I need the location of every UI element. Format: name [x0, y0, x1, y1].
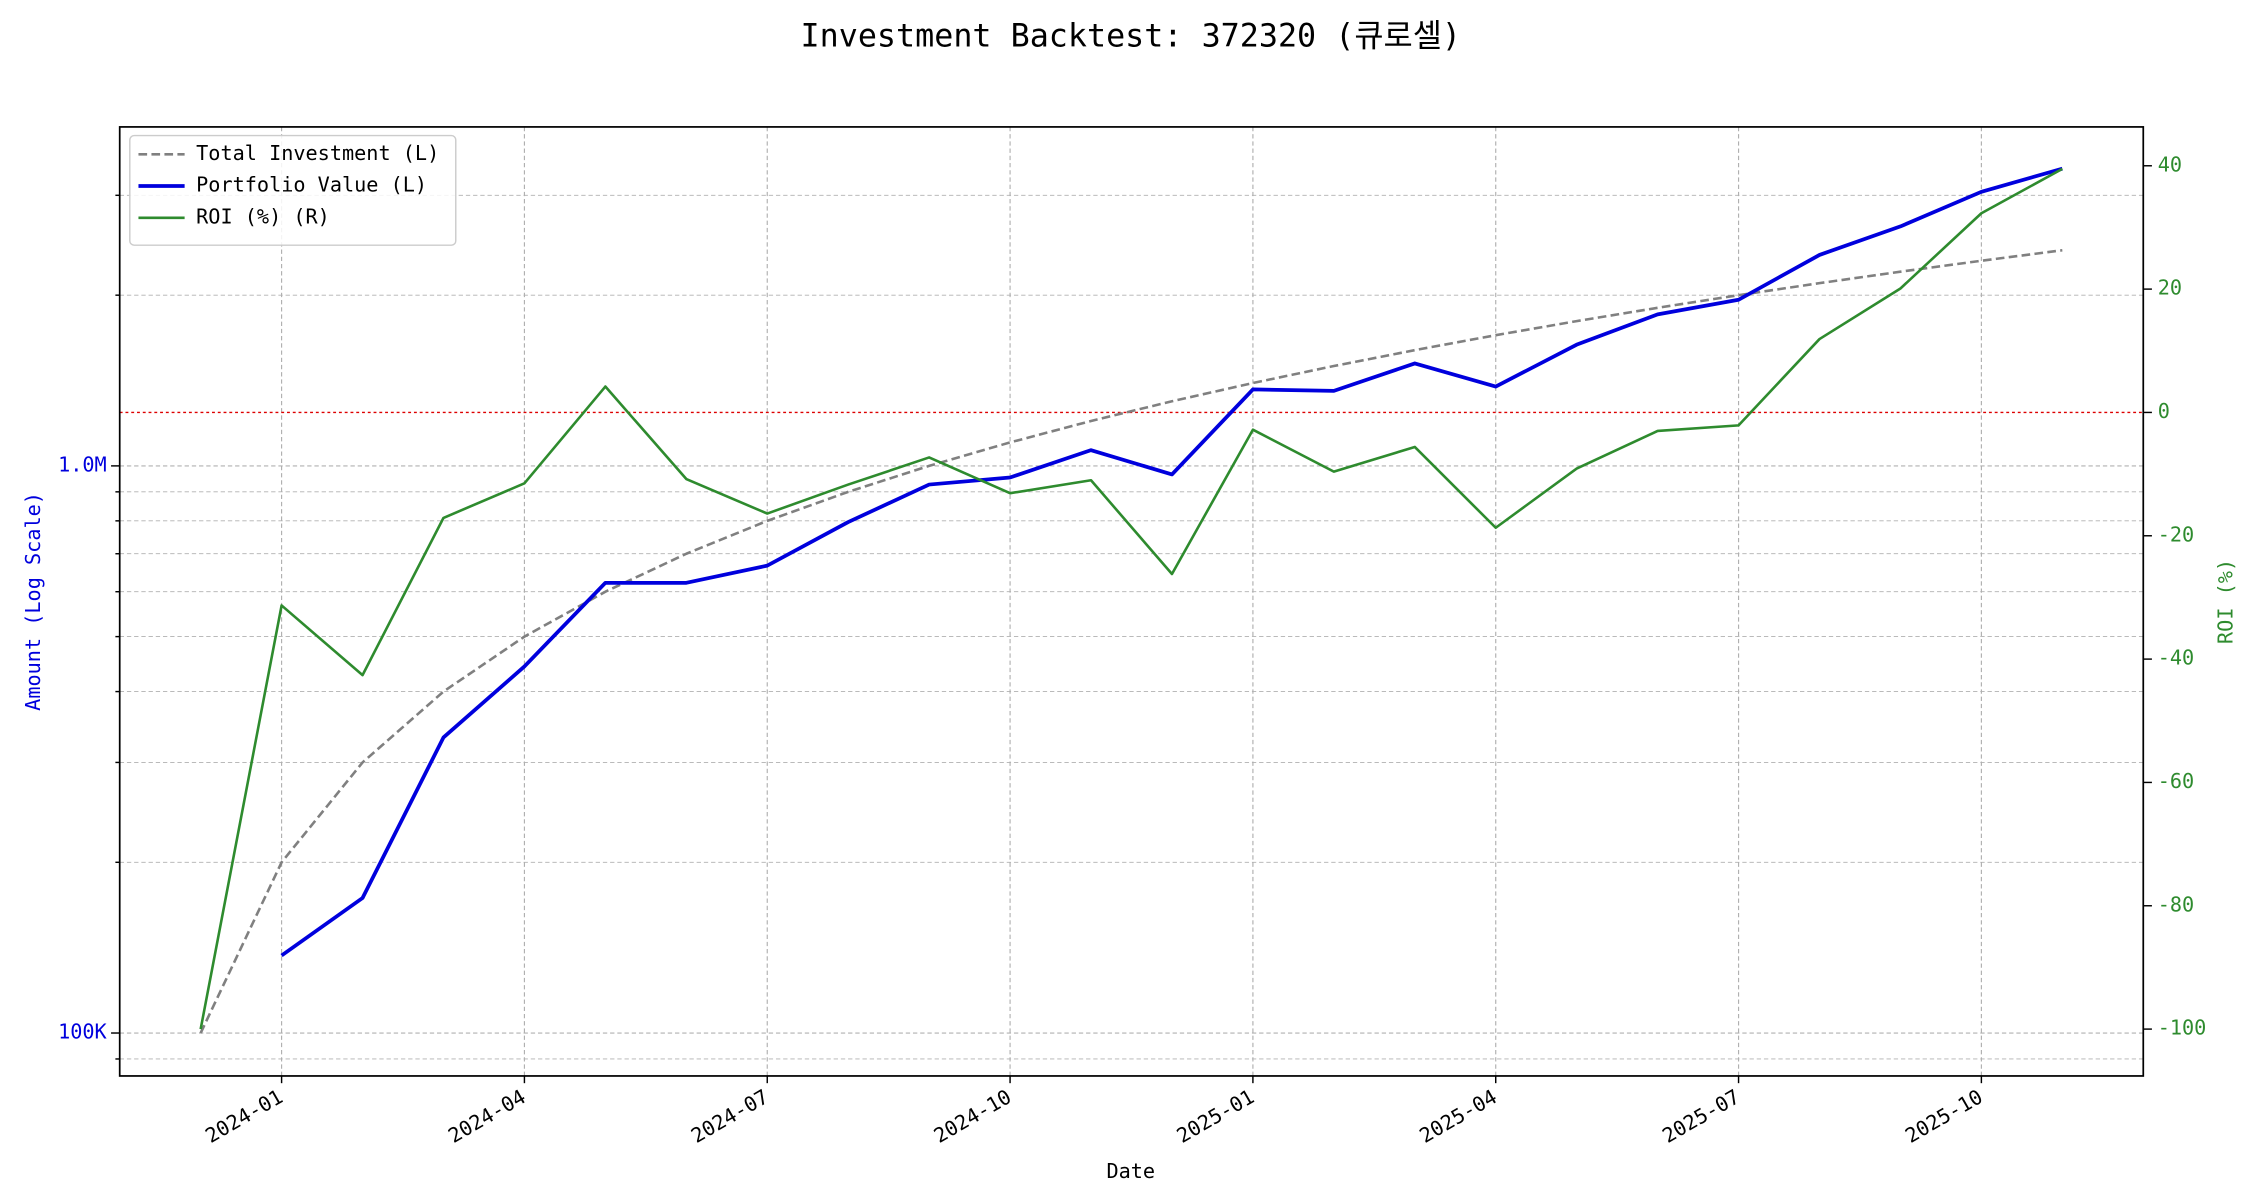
y2-tick-label: 20	[2158, 276, 2182, 300]
y2-tick-label: 0	[2158, 399, 2170, 423]
y2-tick-label: 40	[2158, 152, 2182, 176]
chart-title: Investment Backtest: 372320 (큐로셀)	[801, 19, 1461, 55]
y-tick-label: 100K	[58, 1020, 107, 1044]
plot-frame	[118, 126, 2145, 1077]
y2-tick-label: -100	[2158, 1016, 2207, 1040]
legend-label: ROI (%) (R)	[196, 204, 330, 228]
series-line	[199, 167, 2063, 1030]
series-line	[280, 166, 2063, 958]
y2-tick-label: -60	[2158, 769, 2194, 793]
y2-tick-label: -80	[2158, 892, 2194, 916]
y2-tick-label: -40	[2158, 646, 2194, 670]
legend-label: Portfolio Value (L)	[196, 173, 427, 197]
y-axis-label: Amount (Log Scale)	[21, 492, 45, 711]
x-axis-label: Date	[1106, 1159, 1155, 1183]
legend-box	[129, 134, 457, 246]
legend-label: Total Investment (L)	[196, 141, 439, 165]
y2-axis-label: ROI (%)	[2213, 559, 2237, 644]
y2-tick-label: -20	[2158, 522, 2194, 546]
y-tick-label: 1.0M	[58, 452, 107, 476]
